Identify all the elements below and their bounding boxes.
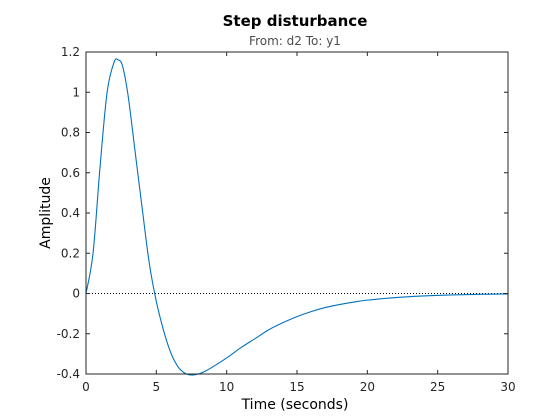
y-tick-label: 1.2 xyxy=(61,45,80,59)
y-tick-label: -0.2 xyxy=(57,327,80,341)
chart-title: Step disturbance xyxy=(223,12,368,30)
y-tick-label: 0.6 xyxy=(61,166,80,180)
plot-frame xyxy=(85,51,509,375)
x-tick-labels: 0 5 10 15 20 25 30 xyxy=(82,380,515,394)
y-tick-label: 0 xyxy=(72,287,80,301)
x-axis-label: Time (seconds) xyxy=(241,397,349,413)
y-tick-label: -0.4 xyxy=(57,367,80,381)
x-tick-label: 5 xyxy=(153,380,161,394)
x-tick-label: 0 xyxy=(82,380,90,394)
y-tick-label: 0.8 xyxy=(61,126,80,140)
y-tick-labels: -0.4 -0.2 0 0.2 0.4 0.6 0.8 1 1.2 xyxy=(57,45,80,381)
chart-subtitle: From: d2 To: y1 xyxy=(249,34,341,48)
x-tick-label: 20 xyxy=(360,380,375,394)
x-tick-label: 10 xyxy=(219,380,234,394)
x-tick-label: 30 xyxy=(500,380,515,394)
series-layer xyxy=(85,58,509,376)
y-tick-label: 0.2 xyxy=(61,246,80,260)
x-tick-label: 25 xyxy=(430,380,445,394)
y-tick-label: 1 xyxy=(72,85,80,99)
y-axis-label: Amplitude xyxy=(38,177,54,249)
x-tick-label: 15 xyxy=(289,380,304,394)
plot-area xyxy=(86,52,508,374)
y-tick-label: 0.4 xyxy=(61,206,80,220)
series-line-0 xyxy=(85,58,509,376)
